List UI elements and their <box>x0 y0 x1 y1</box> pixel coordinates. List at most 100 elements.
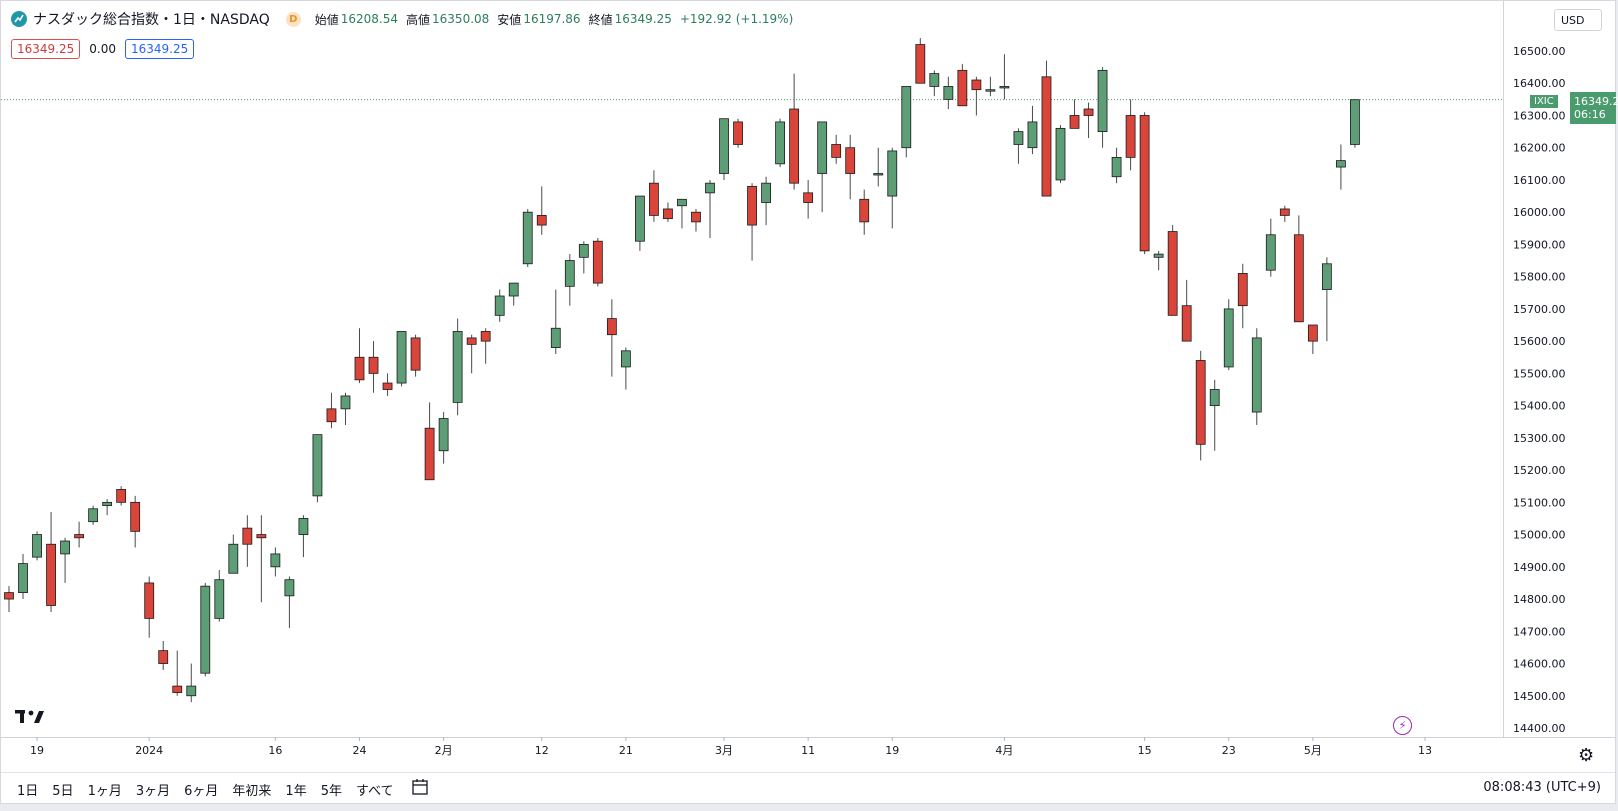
ask-price-pill[interactable]: 16349.25 <box>124 39 195 59</box>
candle-body <box>340 395 351 410</box>
candle <box>1167 225 1178 316</box>
bid-price-pill[interactable]: 16349.25 <box>11 39 81 59</box>
delayed-data-badge[interactable]: D <box>285 11 301 27</box>
y-tick-label: 14500.00 <box>1513 690 1566 703</box>
candle <box>312 434 323 503</box>
candle <box>789 73 800 190</box>
candle <box>761 176 771 226</box>
candle-body <box>522 211 533 265</box>
candle-body <box>256 534 267 539</box>
candle-body <box>74 534 84 539</box>
x-tick-label: 11 <box>801 744 815 757</box>
lightning-icon[interactable]: ⚡ <box>1393 716 1412 735</box>
candle <box>522 208 533 267</box>
last-price-tag: 16349.25 06:16 <box>1570 92 1618 124</box>
candle <box>1083 102 1094 139</box>
candle-body <box>592 240 603 284</box>
range-button-6[interactable]: 1年 <box>285 784 307 799</box>
candle <box>901 86 912 158</box>
candle-body <box>32 534 42 558</box>
candle-body <box>368 356 379 374</box>
candle <box>1125 99 1136 171</box>
range-button-3[interactable]: 3ヶ月 <box>135 784 171 799</box>
range-button-1[interactable]: 5日 <box>52 784 74 799</box>
candle-body <box>578 244 589 258</box>
candle-body <box>130 501 141 532</box>
y-tick-label: 15000.00 <box>1513 529 1566 542</box>
candle-body <box>691 211 701 223</box>
candle <box>1111 147 1122 184</box>
candle <box>929 70 940 97</box>
candle <box>1265 218 1276 277</box>
x-tick-label: 23 <box>1222 744 1236 757</box>
candle-body <box>1083 108 1094 116</box>
candle-body <box>901 86 912 149</box>
clock-timezone[interactable]: 08:08:43 (UTC+9) <box>1483 780 1601 795</box>
candle-body <box>228 543 239 574</box>
candle-body <box>1097 69 1108 132</box>
candle-body <box>396 331 407 384</box>
candle-body <box>1055 127 1066 181</box>
x-tick-label: 3月 <box>715 744 733 757</box>
y-tick-label: 16100.00 <box>1513 174 1566 187</box>
candle-body <box>116 489 127 503</box>
range-button-0[interactable]: 1日 <box>17 784 39 799</box>
range-button-2[interactable]: 1ヶ月 <box>87 784 122 799</box>
candle <box>915 38 926 84</box>
candle-body <box>999 86 1010 89</box>
candle-body <box>284 579 295 597</box>
candle <box>1069 99 1080 129</box>
open-value: 16208.54 <box>340 12 399 26</box>
candle-body <box>845 147 856 174</box>
x-tick-label: 12 <box>535 744 549 757</box>
candle <box>74 521 84 548</box>
price-pills: 16349.25 0.00 16349.25 <box>11 39 195 59</box>
y-tick-label: 16500.00 <box>1513 45 1566 58</box>
candle-body <box>943 86 954 100</box>
range-button-4[interactable]: 6ヶ月 <box>184 784 219 799</box>
candle-body <box>817 121 828 174</box>
candle-body <box>971 79 982 91</box>
candle <box>705 179 715 238</box>
candle-body <box>1013 131 1024 145</box>
candle-body <box>1251 337 1262 413</box>
candle <box>466 334 477 374</box>
range-button-8[interactable]: すべて <box>355 784 394 799</box>
candle-body <box>494 295 505 316</box>
candle-body <box>424 427 435 481</box>
candle <box>663 202 673 222</box>
candle <box>677 198 687 229</box>
candle <box>200 582 211 677</box>
x-tick-label: 4月 <box>995 744 1013 757</box>
candle-body <box>1321 263 1332 290</box>
candle <box>999 54 1010 100</box>
candle-body <box>887 150 898 197</box>
candle-body <box>1293 234 1304 323</box>
candle <box>4 586 14 612</box>
candle <box>228 534 239 574</box>
spread-value: 0.00 <box>89 42 116 56</box>
y-tick-label: 14700.00 <box>1513 625 1566 638</box>
y-tick-label: 15500.00 <box>1513 367 1566 380</box>
currency-selector[interactable]: USD <box>1554 9 1602 31</box>
candle <box>284 576 295 629</box>
candle-body <box>873 173 884 176</box>
candle-body <box>1223 308 1234 368</box>
symbol-title[interactable]: ナスダック総合指数・1日・NASDAQ <box>33 12 270 28</box>
range-button-5[interactable]: 年初来 <box>232 784 272 799</box>
candle-body <box>466 337 477 345</box>
candlestick-chart[interactable]: 14400.00 14500.00 14600.00 14700.00 14800.00… <box>1 1 1615 771</box>
y-tick-label: 15300.00 <box>1513 432 1566 445</box>
candle-body <box>60 540 70 555</box>
calendar-icon[interactable] <box>411 778 429 796</box>
y-tick-label: 14600.00 <box>1513 658 1566 671</box>
candle-body <box>480 331 491 342</box>
candle <box>1195 350 1206 461</box>
candle <box>971 76 982 116</box>
candle <box>775 118 785 168</box>
candle <box>1055 125 1066 184</box>
gear-icon[interactable]: ⚙ <box>1578 745 1595 766</box>
candle <box>354 328 365 384</box>
range-button-7[interactable]: 5年 <box>320 784 342 799</box>
tradingview-logo-icon[interactable] <box>15 709 45 729</box>
